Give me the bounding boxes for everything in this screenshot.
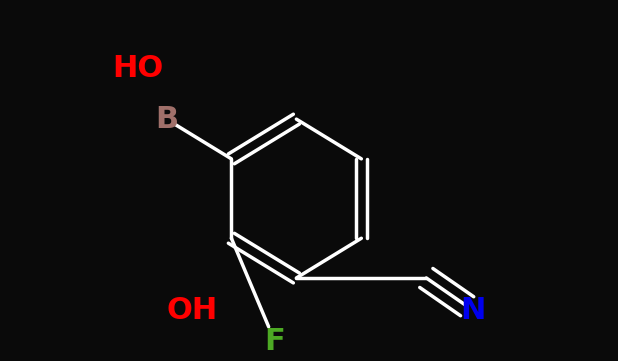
Text: OH: OH xyxy=(166,296,218,325)
Text: F: F xyxy=(265,327,285,356)
Text: B: B xyxy=(155,105,178,134)
Text: N: N xyxy=(460,296,486,325)
Text: HO: HO xyxy=(112,54,163,83)
